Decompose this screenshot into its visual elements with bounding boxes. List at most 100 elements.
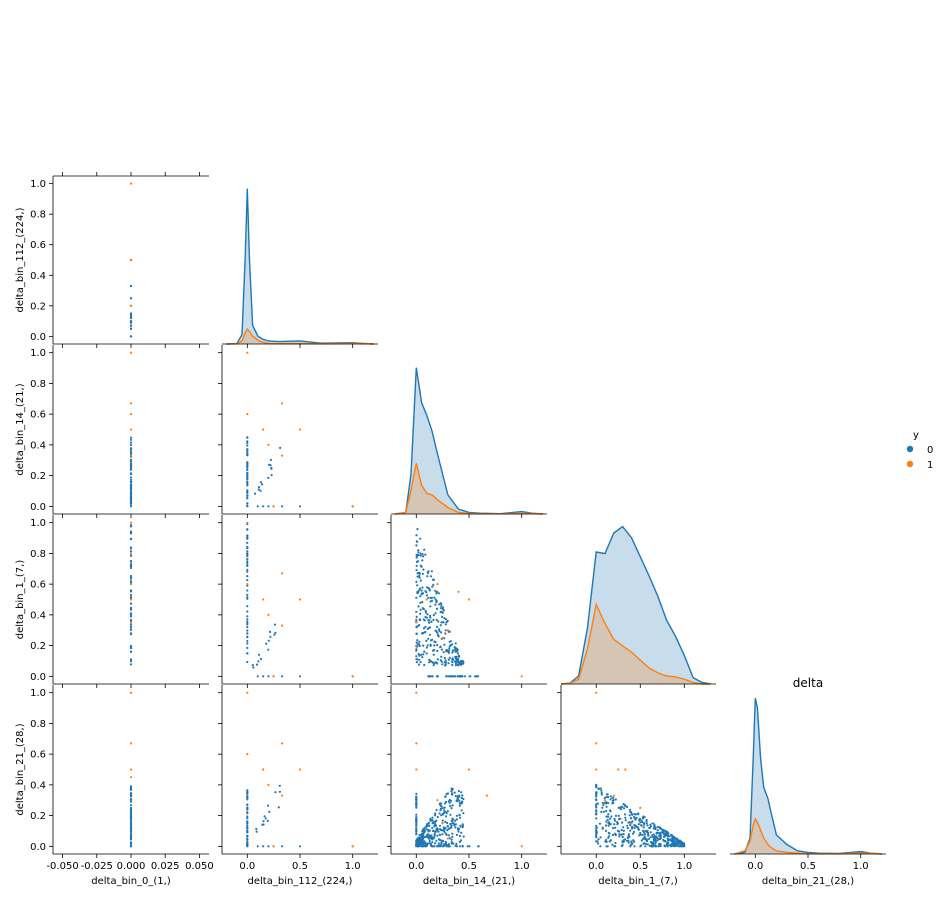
kde-line-0 (560, 525, 711, 685)
scatter-point (672, 838, 675, 841)
scatter-point (607, 836, 610, 839)
scatter-point (444, 629, 447, 632)
scatter-point (246, 550, 249, 553)
scatter-point (595, 691, 598, 694)
scatter-point (246, 660, 249, 664)
scatter-point (616, 821, 619, 824)
scatter-point (431, 585, 434, 588)
kde-panel-4: 0.0 0.5 1.0 (730, 698, 886, 872)
scatter-point (649, 836, 652, 839)
scatter-point (421, 559, 424, 562)
scatter-point (246, 620, 249, 623)
scatter-point (612, 801, 615, 805)
legend-label-1: 1 (927, 460, 933, 471)
kde-fill-1 (734, 819, 882, 854)
scatter-point (246, 803, 249, 807)
scatter-point (415, 648, 418, 651)
scatter-point (454, 660, 457, 663)
scatter-point (644, 829, 647, 833)
scatter-point (129, 493, 133, 496)
legend-marker-1 (906, 460, 914, 468)
scatter-point (415, 806, 418, 809)
kde-line-0 (395, 367, 543, 515)
scatter-point (460, 791, 463, 794)
scatter-point (129, 550, 133, 553)
scatter-point (246, 502, 249, 505)
scatter-point (425, 652, 428, 655)
scatter-point (625, 839, 629, 842)
scatter-point (433, 596, 436, 599)
scatter-point (419, 612, 422, 615)
scatter-point (428, 839, 431, 843)
scatter-point (456, 797, 459, 800)
scatter-point (644, 838, 647, 841)
scatter-point (274, 631, 277, 634)
scatter-point (447, 658, 450, 661)
scatter-point (431, 822, 434, 825)
scatter-point (426, 828, 429, 831)
scatter-point (645, 820, 648, 823)
scatter-point (600, 789, 603, 792)
scatter-point (417, 605, 420, 608)
scatter-point (662, 838, 665, 842)
scatter-point (436, 662, 439, 665)
y-tick-label: 0.0 (30, 332, 46, 343)
scatter-point (433, 649, 436, 652)
scatter-point (433, 825, 436, 828)
scatter-point (438, 629, 441, 633)
scatter-point (246, 413, 249, 416)
scatter-panel-r3-c1 (218, 685, 378, 855)
scatter-point (611, 826, 615, 830)
scatter-point (298, 675, 302, 678)
scatter-point (129, 580, 133, 583)
scatter-point (608, 832, 611, 835)
scatter-point (436, 827, 439, 830)
scatter-point (419, 661, 422, 664)
scatter-point (420, 593, 423, 596)
scatter-point (436, 675, 439, 678)
scatter-point (129, 615, 133, 618)
legend: y0 1 (906, 430, 933, 471)
scatter-point (416, 625, 419, 628)
x-tick-label: 1.0 (853, 861, 869, 872)
scatter-point (246, 448, 249, 451)
scatter-point (639, 806, 642, 810)
y-axis-label: delta_bin_1_(7,) (15, 560, 26, 640)
scatter-point (631, 832, 635, 835)
scatter-point (656, 839, 659, 842)
scatter-point (416, 575, 419, 578)
scatter-point (639, 831, 642, 835)
scatter-point (246, 555, 249, 558)
y-tick-label: 0.8 (30, 379, 46, 390)
scatter-point (446, 837, 449, 840)
scatter-point (418, 644, 421, 648)
scatter-point (461, 826, 464, 829)
scatter-point (433, 833, 436, 836)
scatter-point (246, 610, 249, 613)
y-tick-label: 1.0 (30, 179, 46, 190)
scatter-point (415, 813, 418, 816)
scatter-point (453, 791, 456, 794)
scatter-point (430, 845, 433, 848)
scatter-point (455, 842, 458, 846)
scatter-point (281, 742, 284, 745)
scatter-point (597, 787, 600, 791)
scatter-point (351, 505, 354, 508)
scatter-point (458, 662, 461, 666)
scatter-point (415, 768, 418, 771)
scatter-point (438, 812, 441, 815)
scatter-point (419, 595, 422, 598)
scatter-point (627, 821, 630, 824)
scatter-point (642, 842, 645, 846)
scatter-point (436, 834, 439, 837)
scatter-point (606, 793, 609, 796)
scatter-point (595, 817, 598, 820)
scatter-point (432, 583, 435, 587)
scatter-point (415, 534, 418, 537)
scatter-point (442, 651, 445, 654)
scatter-point (617, 814, 620, 818)
scatter-point (426, 836, 429, 839)
scatter-point (246, 822, 249, 825)
scatter-point (627, 841, 630, 844)
